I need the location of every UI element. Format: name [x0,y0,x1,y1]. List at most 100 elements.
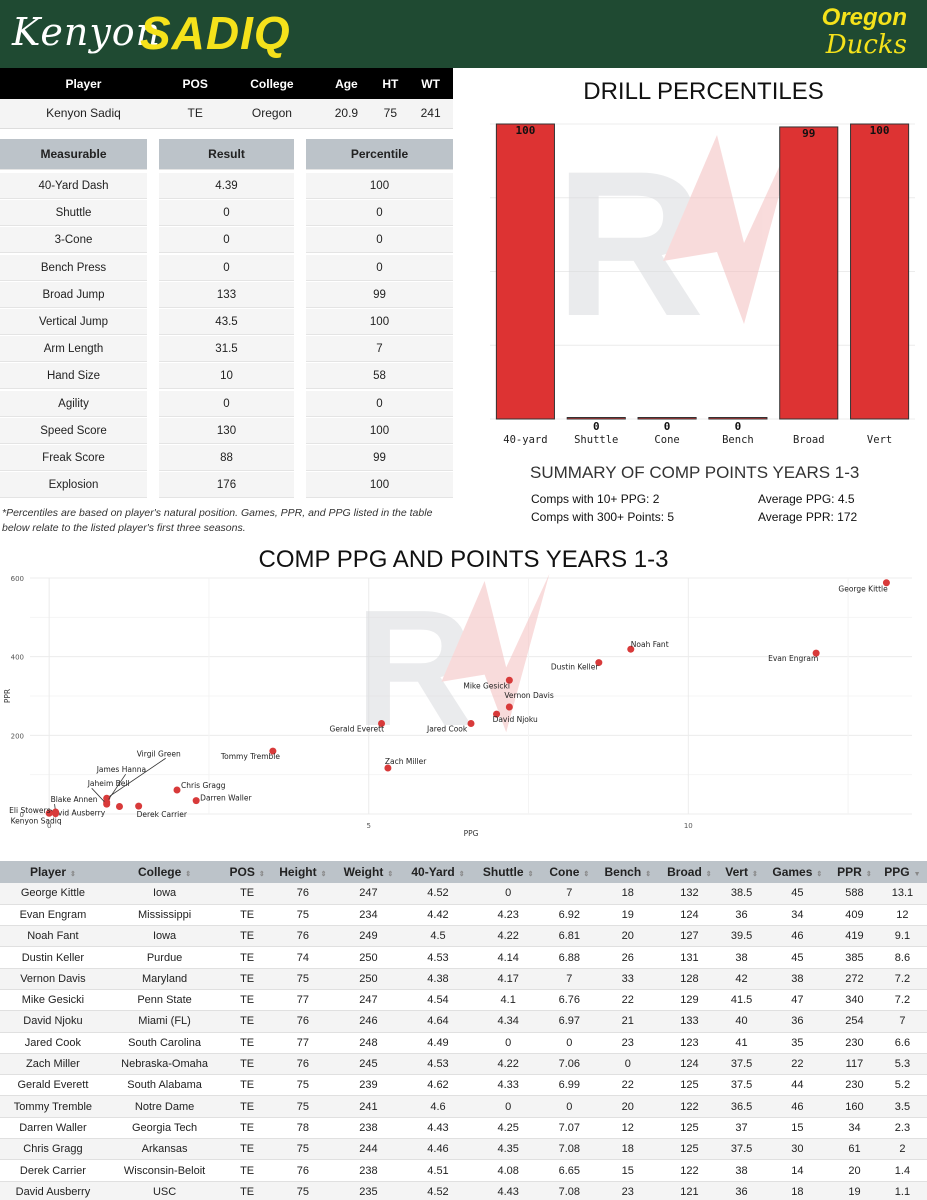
table-cell: 4.62 [401,1074,474,1097]
sort-icon[interactable]: ⇕ [387,871,394,878]
measurable-cell: Explosion [0,472,147,499]
table-cell: 4.6 [401,1095,474,1118]
measurables-header-row: Measurable Result Percentile [0,139,453,173]
table-cell: Notre Dame [105,1095,224,1118]
sort-desc-icon[interactable]: ▼ [913,871,921,878]
table-cell: 246 [334,1010,402,1033]
sort-icon[interactable]: ⇕ [705,871,712,878]
comps-col-header[interactable]: Games ⇕ [763,861,832,883]
comps-col-header[interactable]: College ⇕ [105,861,224,883]
drill-bar [850,123,910,420]
table-cell: 250 [334,946,402,969]
measurable-cell: Shuttle [0,200,147,227]
comps-col-header[interactable]: Bench ⇕ [596,861,660,883]
comps-col-header[interactable]: Shuttle ⇕ [473,861,543,883]
measurable-row: Bench Press 0 0 [0,254,453,282]
comp-scatter-chart: 0 200 400 600 0 5 10 R PPG PPR George Kittle Evan E… [3,573,912,838]
table-cell: 36.5 [719,1095,764,1118]
measurable-cell: 4.39 [159,173,294,199]
drill-bar-value-label: 99 [802,127,815,140]
table-cell: 249 [334,925,402,948]
sort-icon[interactable]: ⇕ [527,871,534,878]
table-cell: 4.23 [473,904,543,927]
scatter-point-label: Tommy Tremble [220,752,280,761]
comps-col-header-label: PPG [884,865,910,879]
measurable-cell: 0 [159,254,294,281]
table-row: Gerald Everett South Alabama TE 75 239 4.62 4.… [0,1074,927,1097]
table-cell: 4.53 [401,1053,474,1076]
summary-average-ppr: Average PPR: 172 [758,510,858,524]
comps-col-header[interactable]: Height ⇕ [270,861,335,883]
table-cell: 2 [877,1138,927,1161]
table-cell: TE [223,1117,271,1140]
table-cell: TE [223,1032,271,1054]
table-cell: 38 [719,1159,764,1182]
comps-col-header[interactable]: Player ⇕ [0,861,106,883]
table-cell: 238 [334,1117,402,1140]
comps-table: Player ⇕ College ⇕ POS ⇕ Height ⇕ Weight ⇕ 40-Yard… [0,861,927,1200]
sort-icon[interactable]: ⇕ [185,871,192,878]
scatter-point [384,764,392,772]
table-cell: 419 [831,925,878,948]
sort-icon[interactable]: ⇕ [320,871,327,878]
table-cell: 76 [270,1159,335,1182]
table-cell: Wisconsin-Beloit [105,1159,224,1182]
table-cell: 230 [831,1074,878,1097]
table-row: David Njoku Miami (FL) TE 76 246 4.64 4.34 6.97… [0,1010,927,1033]
comps-col-header[interactable]: Broad ⇕ [659,861,720,883]
scatter-point [135,802,143,810]
sort-icon[interactable]: ⇕ [865,871,872,878]
drill-bar-value-label: 0 [664,420,671,433]
y-tick-label: 400 [11,654,24,662]
table-row: Jared Cook South Carolina TE 77 248 4.49 0 0 23 1… [0,1032,927,1054]
sort-icon[interactable]: ⇕ [258,871,265,878]
comps-col-header[interactable]: POS ⇕ [223,861,271,883]
table-cell: 46 [763,925,832,948]
table-row: Zach Miller Nebraska-Omaha TE 76 245 4.53 4.22… [0,1053,927,1076]
comps-col-header[interactable]: PPR ⇕ [831,861,878,883]
table-cell: Iowa [105,925,224,948]
table-cell: TE [223,968,271,990]
table-cell: 18 [596,1138,660,1161]
drill-bar-value-label: 0 [735,420,742,433]
measurable-row: Explosion 176 100 [0,472,453,499]
comps-col-header[interactable]: PPG ▼ [877,861,927,883]
table-cell: David Ausberry [0,1181,106,1200]
sort-icon[interactable]: ⇕ [70,871,76,878]
measurable-cell: 0 [306,254,453,281]
table-cell: Mississippi [105,904,224,927]
comps-col-header-label: 40-Yard [411,865,455,879]
summary-comps-300-points: Comps with 300+ Points: 5 [531,510,675,524]
table-cell: 125 [659,1117,720,1140]
sort-icon[interactable]: ⇕ [458,871,465,878]
measurable-cell: 7 [306,336,453,363]
table-cell: 238 [334,1159,402,1182]
sort-icon[interactable]: ⇕ [816,871,823,878]
sort-icon[interactable]: ⇕ [645,871,652,878]
comps-col-header[interactable]: 40-Yard ⇕ [401,861,474,883]
table-cell: 234 [334,904,402,927]
comps-col-header[interactable]: Weight ⇕ [334,861,402,883]
table-cell: 6.97 [542,1010,597,1033]
table-cell: 7 [542,968,597,990]
table-row: Tommy Tremble Notre Dame TE 75 241 4.6 0 0 20 122… [0,1095,927,1118]
table-cell: 40 [719,1010,764,1033]
table-cell: 4.43 [401,1117,474,1140]
table-cell: 121 [659,1181,720,1200]
drill-bar-value-label: 0 [593,420,600,433]
measurable-cell: Agility [0,390,147,417]
sort-icon[interactable]: ⇕ [583,871,590,878]
comps-col-header[interactable]: Cone ⇕ [542,861,597,883]
measurables-col-header: Measurable [0,139,147,170]
scatter-point [595,659,603,667]
comps-col-header[interactable]: Vert ⇕ [719,861,764,883]
table-cell: 38.5 [719,883,764,905]
scatter-point-label: Jaheim Bell [87,779,130,788]
measurable-cell: 100 [306,308,453,335]
table-cell: 1.1 [877,1181,927,1200]
sort-icon[interactable]: ⇕ [751,871,758,878]
player-last-name: SADIQ [140,7,291,59]
table-cell: 4.52 [401,883,474,905]
table-cell: 77 [270,1032,335,1054]
measurable-cell: 10 [159,363,294,390]
